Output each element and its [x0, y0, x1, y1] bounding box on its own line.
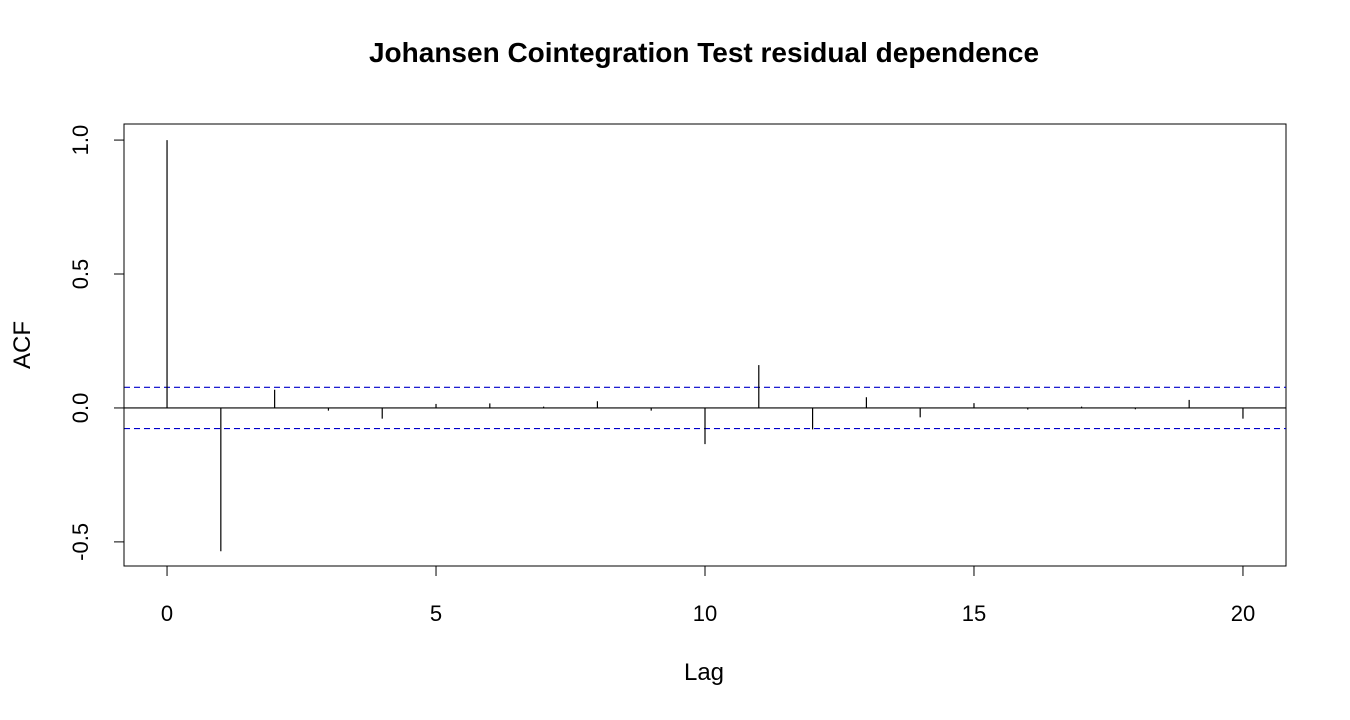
y-tick-label: 0.5: [68, 259, 93, 290]
y-tick-label: -0.5: [68, 523, 93, 561]
y-tick-label: 1.0: [68, 125, 93, 156]
chart-title: Johansen Cointegration Test residual dep…: [369, 37, 1039, 68]
y-axis: -0.5 0.0 0.5 1.0: [68, 125, 125, 561]
x-axis: 0 5 10 15 20: [161, 565, 1255, 626]
x-tick-label: 0: [161, 601, 173, 626]
x-tick-label: 15: [962, 601, 986, 626]
x-axis-label: Lag: [684, 659, 724, 686]
plot-frame: [123, 123, 1287, 567]
x-tick-label: 5: [430, 601, 442, 626]
x-tick-label: 10: [693, 601, 717, 626]
x-tick-label: 20: [1231, 601, 1255, 626]
y-tick-label: 0.0: [68, 393, 93, 424]
acf-bars: [166, 140, 1244, 552]
y-axis-label: ACF: [9, 321, 36, 369]
